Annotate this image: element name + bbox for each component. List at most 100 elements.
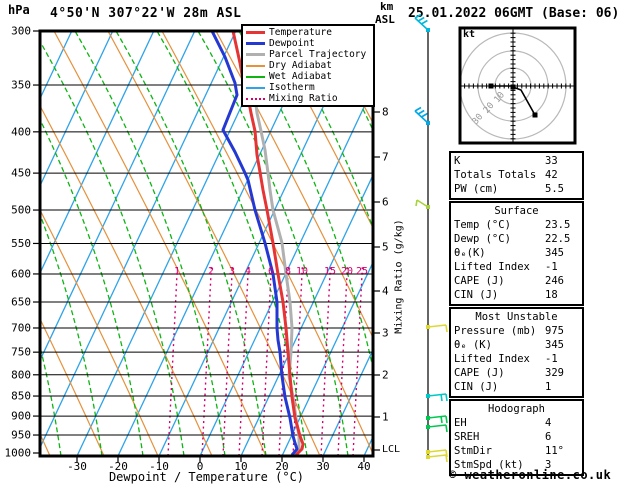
table-row: StmSpd (kt) 3 bbox=[454, 458, 579, 472]
pressure-axis-unit: hPa bbox=[8, 3, 30, 17]
table-row: K 33 bbox=[454, 154, 579, 168]
wet-adiabat-line bbox=[41, 42, 185, 455]
mixing-ratio-line bbox=[201, 263, 213, 455]
row-label: PW (cm) bbox=[454, 183, 499, 195]
legend-swatch bbox=[246, 64, 265, 67]
row-label: SREH bbox=[454, 431, 480, 443]
legend-swatch bbox=[246, 97, 265, 100]
row-value: 6 bbox=[545, 431, 552, 443]
mixing-ratio-value-label: 1 bbox=[174, 266, 180, 277]
mixing-ratio-value-label: 10 bbox=[296, 266, 308, 277]
legend-item-parcel-trajectory: Parcel Trajectory bbox=[246, 49, 373, 60]
pressure-tick-label: 850 bbox=[11, 390, 31, 403]
table-row: CAPE (J) 329 bbox=[454, 366, 579, 380]
isotherm-line bbox=[41, 32, 113, 185]
pressure-tick-label: 350 bbox=[11, 79, 31, 92]
datetime-title: 25.01.2022 06GMT (Base: 06) bbox=[408, 6, 620, 21]
chart-legend: Temperature Dewpoint Parcel Trajectory Dry … bbox=[241, 24, 375, 107]
legend-label: Isotherm bbox=[269, 82, 315, 93]
mixing-ratio-line bbox=[238, 263, 250, 455]
hodograph-ring-label: 20 bbox=[482, 101, 497, 116]
table-header: Most Unstable bbox=[475, 311, 558, 323]
wind-barb bbox=[426, 424, 448, 433]
table-row: Temp (°C) 23.5 bbox=[454, 218, 579, 232]
km-tick-label: 7 bbox=[382, 151, 389, 164]
table-row: Lifted Index -1 bbox=[454, 260, 579, 274]
legend-item-mixing-ratio: Mixing Ratio bbox=[246, 93, 373, 104]
indices-tables: K 33 Totals Totals 42 PW (cm) 5.5 Surface Temp … bbox=[449, 151, 584, 477]
hodograph-unit-label: kt bbox=[463, 29, 476, 40]
pressure-tick-label: 700 bbox=[11, 321, 31, 334]
row-label: K bbox=[454, 155, 461, 167]
row-label: CAPE (J) bbox=[454, 275, 505, 287]
pressure-tick-label: 600 bbox=[11, 267, 31, 280]
mixing-ratio-value-label: 25 bbox=[356, 266, 368, 277]
km-tick-label: 4 bbox=[382, 285, 389, 298]
row-value: 329 bbox=[545, 367, 564, 379]
mixing-ratio-value-label: 20 bbox=[341, 266, 353, 277]
temperature-tick-label: 10 bbox=[234, 460, 247, 473]
mixing-ratio-value-label: 4 bbox=[245, 266, 251, 277]
row-label: Temp (°C) bbox=[454, 219, 511, 231]
temperature-tick-label: -10 bbox=[149, 460, 169, 473]
row-value: 3 bbox=[545, 459, 552, 471]
mixing-ratio-value-label: 15 bbox=[324, 266, 336, 277]
legend-label: Dry Adiabat bbox=[269, 60, 332, 71]
dry-adiabat-line bbox=[54, 32, 266, 455]
pressure-tick-label: 300 bbox=[11, 25, 31, 38]
table-row: StmDir 11° bbox=[454, 444, 579, 458]
temperature-tick-label: -20 bbox=[108, 460, 128, 473]
pressure-tick-label: 900 bbox=[11, 410, 31, 423]
row-value: 246 bbox=[545, 275, 564, 287]
legend-item-temperature: Temperature bbox=[246, 27, 373, 38]
km-tick-label: 3 bbox=[382, 327, 389, 340]
legend-swatch bbox=[246, 31, 265, 34]
table-row: CIN (J) 1 bbox=[454, 380, 579, 394]
temperature-tick-label: 40 bbox=[357, 460, 370, 473]
dewpoint-curve bbox=[211, 32, 299, 455]
legend-item-isotherm: Isotherm bbox=[246, 82, 373, 93]
dry-adiabat-line bbox=[108, 32, 320, 455]
table-hodograph: Hodograph EH 4 SREH 6 StmDir 11° StmSpd (kt) 3 bbox=[449, 399, 584, 476]
wind-barb bbox=[414, 106, 430, 125]
row-label: θₑ (K) bbox=[454, 339, 492, 351]
km-tick-label: 8 bbox=[382, 106, 389, 119]
table-row: CAPE (J) 246 bbox=[454, 274, 579, 288]
row-value: 975 bbox=[545, 325, 564, 337]
pressure-tick-label: 500 bbox=[11, 204, 31, 217]
pressure-tick-label: 750 bbox=[11, 346, 31, 359]
table-header: Surface bbox=[494, 205, 539, 217]
row-value: 5.5 bbox=[545, 183, 564, 195]
hodograph-ring-label: 10 bbox=[492, 90, 507, 105]
temperature-tick-label: -30 bbox=[67, 460, 87, 473]
wind-barb bbox=[426, 454, 448, 463]
wind-barb bbox=[426, 393, 448, 402]
mixing-ratio-axis-label: Mixing Ratio (g/kg) bbox=[393, 219, 405, 334]
temperature-curve bbox=[231, 32, 305, 455]
legend-item-wet-adiabat: Wet Adiabat bbox=[246, 71, 373, 82]
legend-label: Parcel Trajectory bbox=[269, 49, 367, 60]
hodograph-trace-dot bbox=[510, 84, 516, 90]
hodograph-trace-dot bbox=[488, 83, 494, 89]
legend-item-dewpoint: Dewpoint bbox=[246, 38, 373, 49]
dry-adiabat-line bbox=[162, 32, 372, 452]
km-tick-label: 6 bbox=[382, 196, 389, 209]
legend-swatch bbox=[246, 75, 265, 78]
row-label: CAPE (J) bbox=[454, 367, 505, 379]
mixing-ratio-line bbox=[352, 263, 364, 455]
table-row: Lifted Index -1 bbox=[454, 352, 579, 366]
km-tick-label: 2 bbox=[382, 369, 389, 382]
temperature-axis-label: Dewpoint / Temperature (°C) bbox=[108, 470, 305, 484]
lcl-label: LCL bbox=[382, 444, 401, 455]
mixing-ratio-line bbox=[167, 263, 179, 455]
mixing-ratio-value-label: 8 bbox=[285, 266, 291, 277]
row-value: 345 bbox=[545, 247, 564, 259]
table-row: θₑ (K) 345 bbox=[454, 338, 579, 352]
legend-item-dry-adiabat: Dry Adiabat bbox=[246, 60, 373, 71]
isotherm-line bbox=[281, 264, 372, 455]
dry-adiabat-line bbox=[41, 320, 104, 455]
row-label: Dewp (°C) bbox=[454, 233, 511, 245]
credit-footer: © weatheronline.co.uk bbox=[449, 468, 612, 482]
